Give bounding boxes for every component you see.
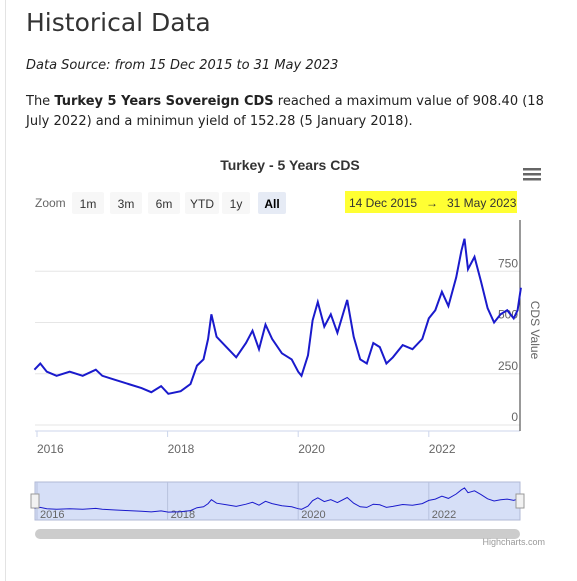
range-from: 14 Dec 2015 <box>349 196 417 210</box>
navigator[interactable] <box>34 481 521 521</box>
range-button[interactable] <box>72 192 104 214</box>
range-button-label[interactable]: 6m <box>156 197 173 211</box>
range-button-label[interactable]: 1y <box>230 197 243 211</box>
menu-bar <box>523 178 541 181</box>
data-source: Data Source: from 15 Dec 2015 to 31 May … <box>26 58 339 73</box>
series-line <box>33 238 522 395</box>
highlight <box>345 191 517 213</box>
range-button[interactable] <box>148 192 180 214</box>
credits: Highcharts.com <box>482 537 545 547</box>
menu-bar <box>523 168 541 171</box>
range-button[interactable] <box>258 192 286 214</box>
scrollbar[interactable] <box>35 529 520 539</box>
range-button-label[interactable]: 3m <box>118 197 135 211</box>
menu-bar <box>523 173 541 176</box>
x-tick-label: 2016 <box>37 442 64 456</box>
x-tick-label: 2020 <box>298 442 325 456</box>
text: The <box>26 94 55 109</box>
range-button[interactable] <box>110 192 142 214</box>
navigator-handle[interactable] <box>30 493 40 509</box>
range-button[interactable] <box>185 192 219 214</box>
range-button-label[interactable]: All <box>264 197 279 211</box>
summary: The Turkey 5 Years Sovereign CDS reached… <box>26 92 546 132</box>
zoom-label: Zoom <box>35 196 66 210</box>
navigator-label: 2018 <box>171 509 195 521</box>
y-tick-label: 250 <box>498 359 518 373</box>
navigator-handle[interactable] <box>515 493 525 509</box>
navigator-label: 2022 <box>432 509 456 521</box>
range-to: 31 May 2023 <box>447 196 517 210</box>
y-axis-title: CDS Value <box>528 301 542 360</box>
range-arrow: → <box>426 196 438 210</box>
y-tick-label: 750 <box>498 256 518 270</box>
chart: Turkey - 5 Years CDS Zoom 14 Dec 2015 → … <box>30 157 545 547</box>
y-tick-label: 0 <box>511 410 518 424</box>
navigator-line <box>34 487 522 513</box>
text: reached a maximum value of 908.40 (18 Ju… <box>26 94 544 129</box>
navigator-label: 2016 <box>40 509 64 521</box>
menu-icon[interactable] <box>523 168 541 181</box>
chart-title: Turkey - 5 Years CDS <box>220 157 360 173</box>
navigator-label: 2020 <box>301 509 325 521</box>
range-button-label[interactable]: YTD <box>190 197 214 211</box>
x-tick-label: 2022 <box>429 442 456 456</box>
heading: Historical Data <box>26 8 211 37</box>
x-tick-label: 2018 <box>168 442 195 456</box>
bold-text: Turkey 5 Years Sovereign CDS <box>54 94 274 109</box>
range-button-label[interactable]: 1m <box>80 197 97 211</box>
range-button[interactable] <box>222 192 250 214</box>
frame <box>5 0 577 581</box>
